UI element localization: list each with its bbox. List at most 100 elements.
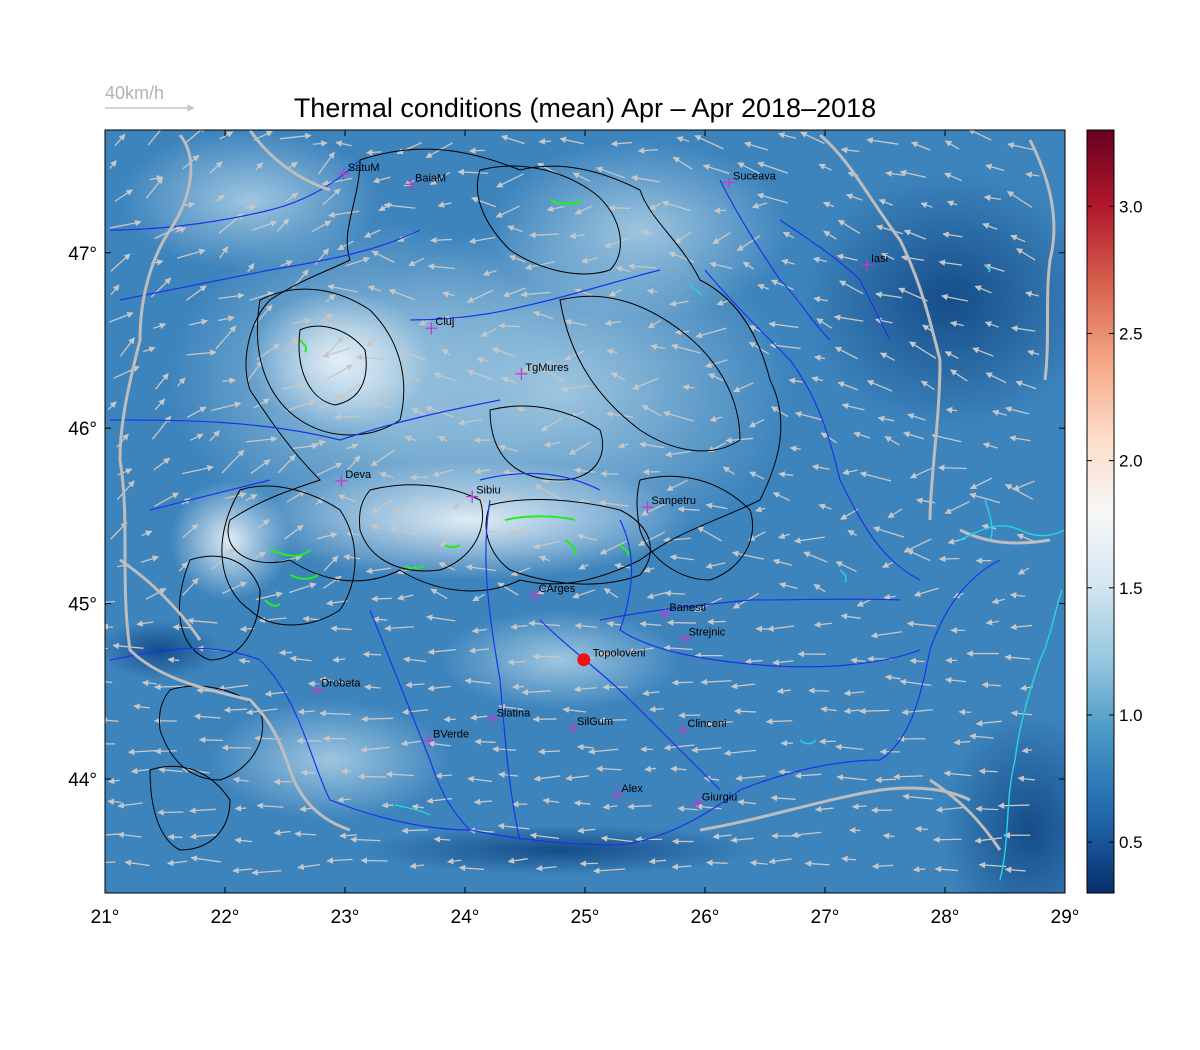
wind-arrow [577, 827, 596, 834]
lon-tick-label: 26° [691, 907, 720, 928]
wind-arrow [502, 469, 521, 476]
wind-arrow [147, 130, 162, 146]
wind-arrow [184, 130, 206, 145]
wind-arrow [663, 536, 691, 544]
wind-arrow [1009, 435, 1031, 442]
wind-arrow [400, 349, 427, 362]
wind-arrow [941, 293, 968, 302]
wind-arrow [938, 555, 960, 563]
wind-arrow [744, 658, 763, 665]
wind-arrow [573, 685, 597, 693]
wind-arrow [598, 650, 621, 658]
wind-arrow [813, 621, 833, 628]
wind-arrow [458, 864, 485, 872]
city-suceava: Suceava [723, 171, 777, 189]
wind-arrow [210, 401, 242, 412]
wind-arrow [400, 739, 421, 747]
wind-arrow [641, 229, 653, 236]
wind-arrow [982, 222, 998, 230]
wind-arrow [872, 526, 905, 538]
wind-arrow [297, 863, 321, 871]
wind-arrow [713, 207, 727, 214]
wind-arrow [401, 708, 429, 716]
wind-arrow [841, 402, 865, 411]
lon-tick-label: 22° [211, 907, 240, 928]
wind-arrow [1021, 747, 1033, 754]
wind-arrow [776, 687, 791, 695]
wind-arrow [804, 860, 830, 867]
city-label: Sibiu [476, 485, 500, 497]
wind-arrow [564, 319, 587, 327]
wind-arrow [672, 156, 693, 170]
wind-arrow [280, 260, 293, 267]
wind-arrow [209, 430, 220, 442]
wind-arrow [446, 857, 462, 865]
wind-arrow [837, 219, 861, 234]
wind-arrow [438, 562, 456, 571]
city-baiam: BaiaM [405, 172, 446, 191]
wind-arrow [212, 522, 237, 530]
wind-arrow [326, 599, 348, 607]
wind-arrow [843, 689, 865, 697]
wind-arrow [403, 656, 426, 663]
wind-arrow [114, 133, 126, 147]
wind-arrow [872, 862, 893, 870]
wind-arrow [666, 619, 696, 626]
city-label: SilGum [577, 716, 613, 728]
wind-arrow [372, 176, 391, 184]
wind-arrow [944, 172, 963, 182]
wind-arrow [768, 857, 792, 865]
wind-arrow [627, 803, 652, 810]
wind-arrow [365, 567, 392, 575]
wind-arrow [253, 398, 270, 409]
wind-arrow [1004, 406, 1030, 415]
wind-arrow [837, 381, 859, 391]
wind-arrow [154, 492, 180, 507]
wind-arrow [847, 529, 858, 537]
colorbar-scale [1086, 129, 1115, 894]
wind-arrow [765, 718, 793, 725]
wind-arrow [109, 219, 142, 229]
wind-arrow [389, 526, 419, 536]
lon-tick-label: 25° [571, 907, 600, 928]
wind-arrow [372, 616, 388, 623]
wind-arrow [811, 464, 830, 471]
wind-arrow [607, 204, 631, 212]
city-sanpetru: Sanpetru [641, 495, 696, 514]
wind-arrow [209, 161, 223, 174]
wind-arrow [564, 350, 585, 361]
wind-arrow [835, 561, 857, 573]
wind-arrow [708, 373, 724, 382]
wind-arrow [289, 582, 317, 594]
wind-arrow [328, 210, 360, 218]
wind-arrow [480, 328, 497, 338]
city-bverde: BVerde [423, 728, 469, 747]
wind-arrow [408, 257, 425, 267]
wind-arrow [500, 134, 525, 145]
wind-arrow [663, 644, 693, 652]
wind-arrow [385, 771, 415, 778]
wind-arrow [813, 296, 828, 303]
wind-arrow [300, 769, 315, 776]
wind-arrow [311, 220, 332, 233]
city-label: CArges [539, 583, 576, 595]
wind-arrow [922, 324, 932, 332]
wind-arrow [841, 855, 857, 863]
shade-oltenia [210, 700, 450, 820]
wind-arrow [105, 647, 108, 650]
wind-arrow [186, 617, 218, 625]
wind-arrow [291, 317, 312, 325]
wind-arrow [362, 651, 382, 658]
wind-arrow [695, 803, 722, 810]
wind-arrow [628, 263, 657, 270]
wind-arrow [542, 797, 560, 805]
wind-arrow [427, 263, 456, 270]
lon-tick-label: 28° [931, 907, 960, 928]
city-label: Banesti [669, 602, 706, 614]
wind-arrow [223, 706, 248, 714]
wind-arrow [289, 655, 312, 663]
wind-arrow [1007, 142, 1036, 151]
wind-arrow [648, 705, 664, 713]
wind-arrow [606, 348, 618, 355]
